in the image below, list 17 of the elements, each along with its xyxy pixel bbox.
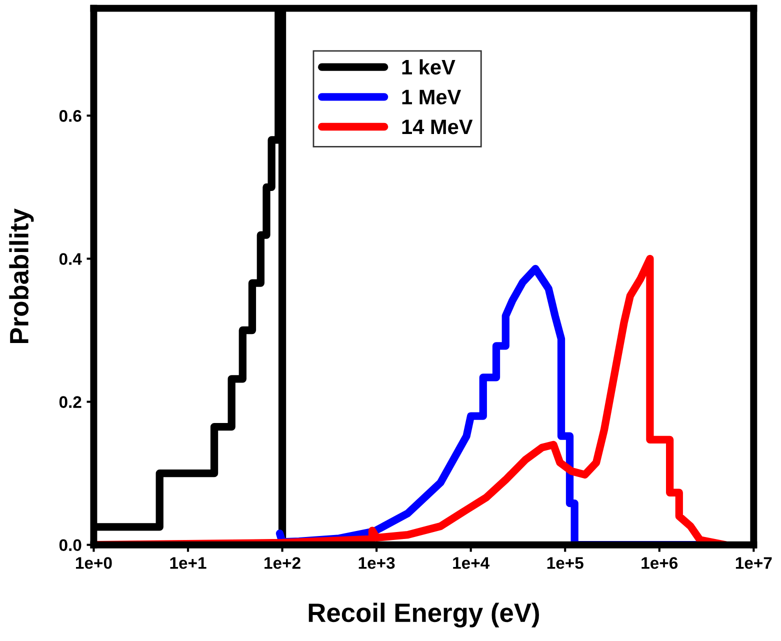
y-tick-label: 0.0 xyxy=(59,539,82,552)
x-tick-label: 1e+6 xyxy=(642,557,678,569)
y-tick-label: 0.4 xyxy=(59,253,82,265)
x-tick-label: 1e+1 xyxy=(170,557,206,569)
x-tick-label: 1e+2 xyxy=(264,557,300,569)
legend-label: 1 MeV xyxy=(402,90,462,104)
y-tick-label: 0.2 xyxy=(59,396,82,408)
x-tick-label: 1e+5 xyxy=(547,557,584,569)
y-tick-label: 0.6 xyxy=(59,110,82,122)
x-tick-label: 1e+0 xyxy=(76,557,112,569)
legend-label: 1 keV xyxy=(402,59,456,75)
x-tick-label: 1e+7 xyxy=(736,557,772,569)
x-tick-label: 1e+3 xyxy=(358,557,395,569)
legend-label: 14 MeV xyxy=(402,120,473,134)
x-tick-label: 1e+4 xyxy=(453,557,490,569)
y-axis-title: Probability xyxy=(9,208,34,344)
x-axis-title: Recoil Energy (eV) xyxy=(308,602,539,628)
